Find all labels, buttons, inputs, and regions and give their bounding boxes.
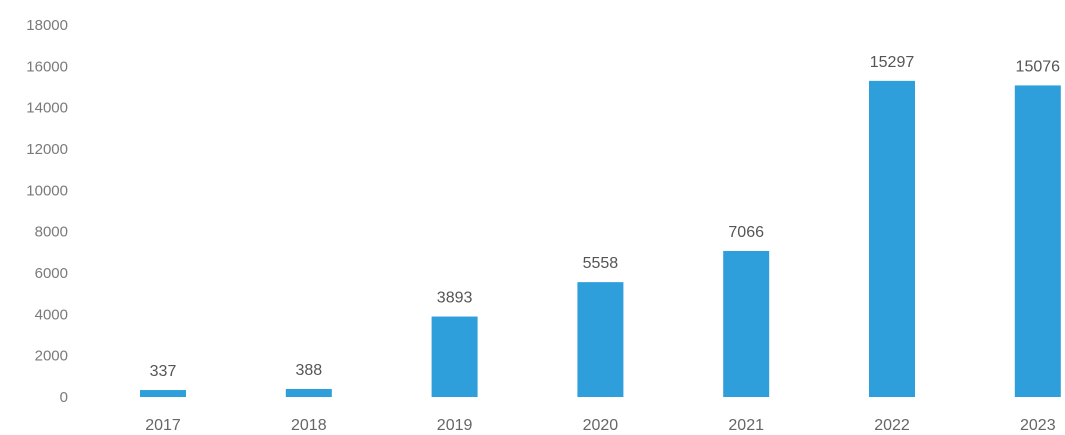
y-tick-label: 8000: [35, 224, 68, 241]
x-tick-label-2021: 2021: [728, 417, 764, 434]
bars: [140, 80, 1061, 398]
y-tick-label: 16000: [26, 58, 68, 75]
y-tick-label: 10000: [26, 182, 68, 199]
x-axis: 2017 2018 2019 2020 2021 2022 2023: [145, 417, 1055, 434]
data-label-2021: 7066: [728, 224, 764, 241]
y-tick-label: 2000: [35, 348, 68, 365]
y-tick-label: 12000: [26, 141, 68, 158]
x-tick-label-2022: 2022: [874, 417, 910, 434]
data-labels: 337 388 3893 5558 7066 15297 15076: [150, 54, 1060, 380]
y-tick-label: 14000: [26, 100, 68, 117]
x-tick-label-2018: 2018: [291, 417, 327, 434]
data-label-2023: 15076: [1016, 58, 1061, 75]
data-label-2022: 15297: [870, 54, 915, 71]
y-tick-label: 18000: [26, 17, 68, 34]
bar-2021: [723, 250, 770, 397]
x-tick-label-2020: 2020: [583, 417, 619, 434]
y-tick-label: 4000: [35, 306, 68, 323]
bar-2017: [140, 390, 186, 397]
bar-2020: [577, 282, 624, 397]
bar-2023: [1014, 85, 1061, 398]
y-tick-label: 0: [60, 389, 68, 406]
x-tick-label-2017: 2017: [145, 417, 181, 434]
y-tick-label: 6000: [35, 265, 68, 282]
data-label-2018: 388: [295, 362, 322, 379]
x-tick-label-2023: 2023: [1020, 417, 1056, 434]
data-label-2017: 337: [150, 363, 177, 380]
data-label-2020: 5558: [583, 255, 619, 272]
bar-2018: [285, 388, 332, 397]
y-axis: 0 2000 4000 6000 8000 10000 12000 14000 16000 180…: [26, 17, 68, 406]
bar-2019: [431, 316, 478, 397]
data-label-2019: 3893: [437, 290, 473, 307]
x-tick-label-2019: 2019: [437, 417, 473, 434]
bar-2022: [869, 80, 915, 397]
